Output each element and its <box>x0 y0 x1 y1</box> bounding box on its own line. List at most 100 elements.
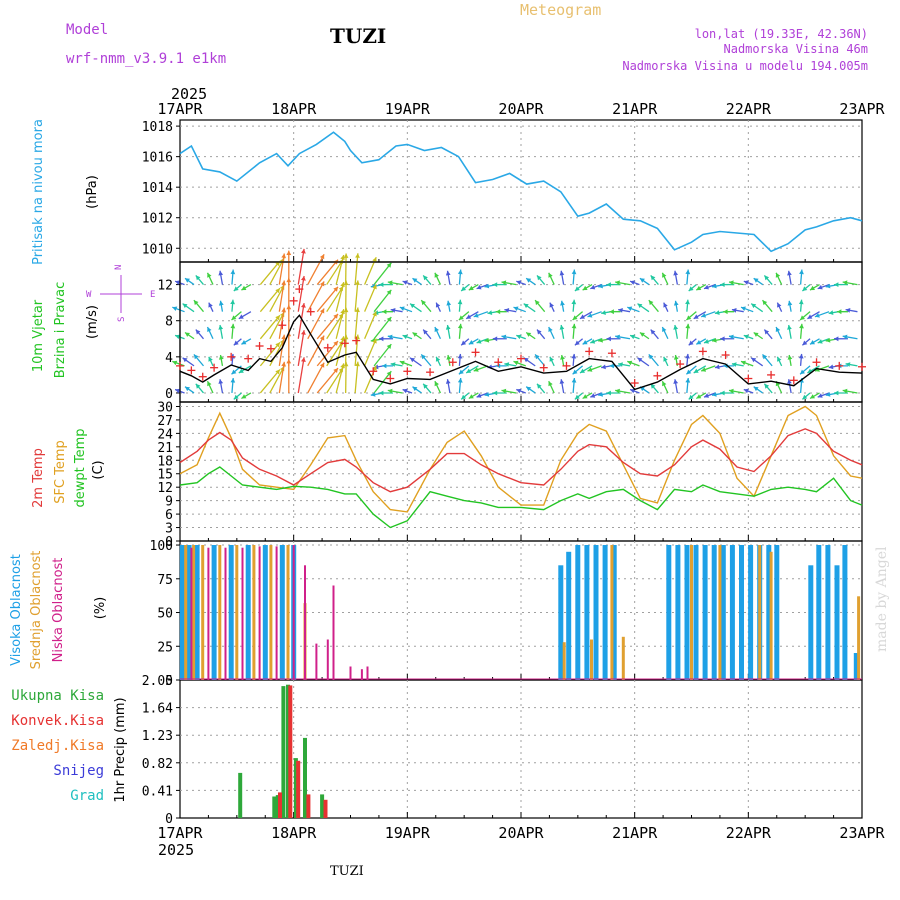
wind-arrow-head <box>571 378 577 383</box>
cloud-low-bar <box>190 547 193 680</box>
wind-arrow-head <box>458 369 464 375</box>
wind-arrow-head <box>275 369 280 375</box>
wind-arrow-head <box>476 393 482 398</box>
wind-arrow <box>278 361 285 394</box>
cloud-high-bar <box>693 545 699 680</box>
wind-arrow-head <box>834 336 839 342</box>
wind-arrow-head <box>662 327 667 332</box>
wind-arrow-head <box>598 392 603 397</box>
wind-arrow-head <box>630 388 635 394</box>
year-top-label: 2025 <box>171 85 207 103</box>
wind-arrow-head <box>492 390 498 396</box>
y-tick-label: 0 <box>165 674 173 689</box>
wind-arrow-head <box>559 325 565 330</box>
wind-arrow-head <box>423 329 428 335</box>
wind-arrow-head <box>233 394 239 400</box>
y-tick-label: 2.05 <box>142 674 173 689</box>
wind-arrow-head <box>615 388 620 394</box>
wind-arrow-head <box>340 255 345 260</box>
wind-arrow-head <box>615 334 620 340</box>
wind-arrow-head <box>777 302 782 308</box>
wind-arrow-head <box>787 325 792 330</box>
y-tick-label: 4 <box>165 351 173 366</box>
x-tick-label-bottom: 21APR <box>612 824 658 842</box>
wind-arrow-head <box>457 269 463 275</box>
wind-arrow-head <box>182 303 188 309</box>
cloud-mid-bar <box>269 545 273 680</box>
wind-arrow-head <box>233 340 239 346</box>
legend-ukupna: Ukupna Kisa <box>11 688 104 704</box>
cloud-high-bar <box>739 545 744 680</box>
wind-arrow-head <box>421 354 426 360</box>
y-tick-label: 1018 <box>142 120 173 135</box>
y-tick-label: 1016 <box>142 151 173 166</box>
wind-arrow-head <box>387 334 393 340</box>
y-tick-label: 30 <box>157 400 173 415</box>
wind-arrow-head <box>281 361 286 367</box>
wind-arrow <box>354 307 359 339</box>
wind-arrow-head <box>548 327 553 332</box>
wind-arrow-head <box>814 313 820 318</box>
wind-arrow-head <box>513 306 519 311</box>
y-tick-label: 15 <box>157 468 173 483</box>
wind-arrow <box>278 280 285 312</box>
precip-conv-bar <box>306 794 311 818</box>
wind-arrow-head <box>587 367 593 372</box>
wind-arrow-head <box>650 383 656 389</box>
wind-arrow-head <box>729 280 734 286</box>
wind-arrow-head <box>372 365 377 371</box>
wind-arrow-head <box>175 334 181 340</box>
wind-arrow-head <box>825 283 831 289</box>
wind-arrow-head <box>549 356 554 362</box>
wind-arrow-head <box>787 355 793 360</box>
wind-arrow <box>259 260 281 285</box>
legend-grad: Grad <box>70 788 104 804</box>
wind-arrow-head <box>379 390 384 396</box>
wind-arrow-head <box>743 388 749 394</box>
wind-arrow-head <box>618 308 623 313</box>
wind-arrow-head <box>637 357 643 363</box>
wind-arrow-head <box>731 308 737 313</box>
cloud-high-bar <box>566 551 572 680</box>
wind-panel-frame <box>179 261 863 403</box>
wind-arrow-head <box>662 272 667 278</box>
wind-arrow-head <box>582 285 588 291</box>
wind-arrow-head <box>701 313 707 318</box>
wind-arrow-head <box>639 332 645 337</box>
wind-arrow-head <box>537 275 542 281</box>
wind-arrow-head <box>559 379 565 384</box>
wind-arrow-head <box>446 355 452 360</box>
wind-arrow-head <box>817 284 823 290</box>
model-label: Model <box>66 22 108 38</box>
wind-unit: (m/s) <box>85 305 100 339</box>
y-tick-label: 0 <box>165 812 173 827</box>
wind-arrow-head <box>434 381 439 387</box>
precip-total-bar <box>275 795 280 818</box>
wind-arrow <box>373 262 392 285</box>
wind-arrow <box>297 248 305 285</box>
wind-arrow-head <box>663 356 668 362</box>
y-tick-label: 0 <box>165 387 173 402</box>
legend-konvek: Konvek.Kisa <box>11 713 104 729</box>
wind-arrow-head <box>662 381 667 387</box>
cloud-mid-bar <box>252 545 256 680</box>
cloud-mid-bar <box>286 545 290 680</box>
wind-arrow-head <box>673 300 679 306</box>
wind-arrow-head <box>696 394 702 399</box>
cloud-high-bar <box>766 545 772 680</box>
wind-arrow-head <box>412 332 418 337</box>
y-tick-label: 1012 <box>142 212 173 227</box>
cloud-high-bar <box>684 545 690 680</box>
wind-arrow-head <box>572 315 578 320</box>
wind-arrow-head <box>238 314 244 319</box>
wind-arrow-head <box>799 269 804 275</box>
wind-arrow-head <box>208 356 213 362</box>
wind-arrow-head <box>402 334 408 340</box>
wind-arrow-head <box>693 368 699 373</box>
wind-arrow <box>307 362 325 394</box>
wind-arrow-head <box>333 368 338 373</box>
cloud-high-bar <box>834 565 840 680</box>
precip-legend: Ukupna Kisa Konvek.Kisa Zaledj.Kisa Snij… <box>11 688 104 804</box>
y-tick-label: 50 <box>157 607 173 622</box>
wind-arrow-head <box>731 362 737 367</box>
